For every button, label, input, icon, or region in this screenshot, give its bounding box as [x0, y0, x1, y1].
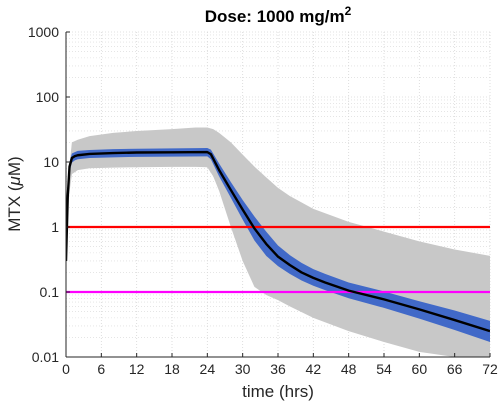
series-layer: [66, 127, 490, 357]
x-tick-label: 66: [447, 361, 463, 377]
x-tick-label: 60: [412, 361, 428, 377]
x-tick-label: 30: [235, 361, 251, 377]
y-axis-title: MTX (μM): [5, 156, 24, 231]
y-tick-label: 1: [51, 219, 59, 235]
x-tick-label: 12: [129, 361, 145, 377]
chart-title-superscript: 2: [345, 4, 352, 18]
median-line: [66, 150, 490, 333]
x-tick-label: 36: [270, 361, 286, 377]
chart-title-text: Dose: 1000 mg/m: [205, 7, 345, 26]
y-tick-label: 10: [43, 154, 59, 170]
x-tick-label: 42: [306, 361, 322, 377]
ticks: 0 6 12 18 24 30 36 42 48 54 60 66 72 0.01 0.1 1 10 100 100…: [28, 24, 498, 377]
x-axis-title: time (hrs): [242, 382, 314, 401]
chart-title: Dose: 1000 mg/m2: [205, 4, 352, 26]
y-tick-label: 0.1: [40, 284, 60, 300]
x-tick-label: 54: [376, 361, 392, 377]
y-tick-label: 0.01: [32, 349, 59, 365]
inner-confidence-band: [66, 148, 490, 343]
x-tick-label: 6: [97, 361, 105, 377]
x-tick-label: 48: [341, 361, 357, 377]
x-tick-label: 18: [164, 361, 180, 377]
x-tick-label: 0: [62, 361, 70, 377]
y-tick-label: 100: [36, 89, 60, 105]
y-axis-title-mu: μ: [5, 175, 24, 186]
y-axis-title-prefix: MTX (: [5, 185, 24, 232]
x-tick-label: 24: [200, 361, 216, 377]
y-tick-label: 1000: [28, 24, 59, 40]
threshold-lines: [66, 225, 490, 294]
x-tick-label: 72: [482, 361, 498, 377]
y-axis-title-suffix: M): [5, 156, 24, 176]
